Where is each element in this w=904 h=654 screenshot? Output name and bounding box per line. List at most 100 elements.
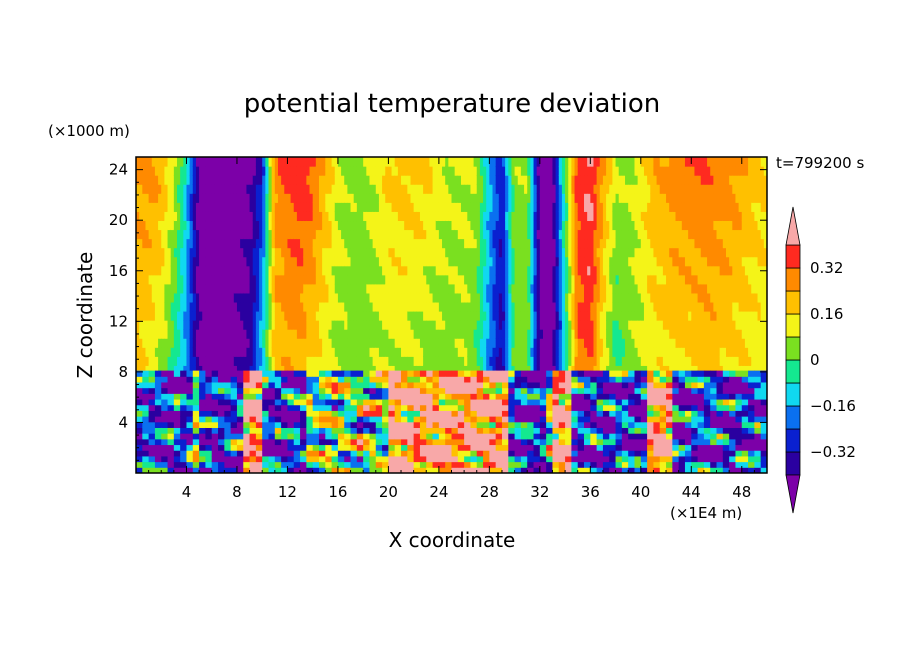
upper-cell xyxy=(666,202,670,212)
upper-cell xyxy=(154,211,159,222)
upper-cell xyxy=(722,365,727,376)
upper-cell xyxy=(653,292,658,303)
upper-cell xyxy=(732,202,737,212)
upper-cell xyxy=(394,320,399,330)
upper-cell xyxy=(716,347,721,357)
upper-cell xyxy=(517,238,522,249)
upper-cell xyxy=(221,193,225,203)
upper-cell xyxy=(596,301,601,312)
upper-cell xyxy=(366,338,371,348)
upper-cell xyxy=(448,247,453,258)
upper-cell xyxy=(489,283,494,294)
upper-cell xyxy=(448,157,453,167)
upper-cell xyxy=(240,238,244,249)
upper-cell xyxy=(274,338,279,348)
upper-cell xyxy=(230,301,235,312)
upper-cell xyxy=(202,320,207,330)
upper-cell xyxy=(536,220,541,231)
upper-cell xyxy=(375,238,380,249)
upper-cell xyxy=(643,338,648,348)
upper-cell xyxy=(464,193,468,203)
upper-cell xyxy=(539,301,544,312)
upper-cell xyxy=(599,229,604,240)
upper-cell xyxy=(659,329,664,339)
upper-cell xyxy=(363,220,367,231)
upper-cell xyxy=(252,220,257,231)
upper-cell xyxy=(552,256,557,267)
upper-cell xyxy=(296,283,301,294)
upper-cell xyxy=(470,193,475,203)
upper-cell xyxy=(606,166,610,176)
upper-cell xyxy=(511,320,516,330)
upper-cell xyxy=(391,301,396,312)
upper-cell xyxy=(628,211,632,222)
upper-cell xyxy=(136,283,140,294)
upper-cell xyxy=(236,311,241,321)
upper-cell xyxy=(568,193,572,203)
upper-cell xyxy=(615,356,620,366)
upper-cell xyxy=(678,265,683,276)
upper-cell xyxy=(672,184,677,194)
upper-cell xyxy=(527,175,531,185)
upper-cell xyxy=(659,274,664,285)
upper-cell xyxy=(199,238,203,249)
upper-cell xyxy=(653,274,658,285)
upper-cell xyxy=(423,283,427,294)
upper-cell xyxy=(631,166,636,176)
upper-cell xyxy=(511,175,516,185)
upper-cell xyxy=(599,193,604,203)
upper-cell xyxy=(505,193,509,203)
upper-cell xyxy=(580,283,585,294)
upper-cell xyxy=(495,347,500,357)
upper-cell xyxy=(524,238,528,249)
upper-cell xyxy=(659,166,664,176)
upper-cell xyxy=(568,274,572,285)
upper-cell xyxy=(315,283,320,294)
lower-cell xyxy=(186,461,194,468)
upper-cell xyxy=(647,292,651,303)
upper-cell xyxy=(410,311,415,321)
upper-cell xyxy=(593,320,598,330)
upper-cell xyxy=(479,311,484,321)
upper-cell xyxy=(205,365,210,376)
upper-cell xyxy=(451,292,456,303)
upper-cell xyxy=(505,338,509,348)
upper-cell xyxy=(148,356,153,366)
upper-cell xyxy=(473,202,478,212)
upper-cell xyxy=(281,238,285,249)
upper-cell xyxy=(249,256,254,267)
upper-cell xyxy=(479,320,484,330)
upper-cell xyxy=(410,338,415,348)
lower-cell xyxy=(186,421,194,428)
upper-cell xyxy=(227,265,232,276)
upper-cell xyxy=(656,184,661,194)
upper-cell xyxy=(173,265,178,276)
upper-cell xyxy=(161,220,165,231)
lower-cell xyxy=(161,404,169,411)
upper-cell xyxy=(666,338,670,348)
upper-cell xyxy=(139,347,143,357)
upper-cell xyxy=(281,202,285,212)
upper-cell xyxy=(262,220,266,231)
upper-cell xyxy=(230,283,235,294)
upper-cell xyxy=(353,365,358,376)
upper-cell xyxy=(344,301,348,312)
upper-cell xyxy=(489,320,494,330)
upper-cell xyxy=(290,301,295,312)
upper-cell xyxy=(246,211,251,222)
upper-cell xyxy=(300,247,304,258)
upper-cell xyxy=(290,247,295,258)
upper-cell xyxy=(744,265,749,276)
upper-cell xyxy=(410,193,415,203)
upper-cell xyxy=(136,292,140,303)
lower-cell xyxy=(199,444,206,451)
upper-cell xyxy=(407,256,412,267)
upper-cell xyxy=(596,256,601,267)
upper-cell xyxy=(287,175,292,185)
upper-cell xyxy=(691,320,696,330)
upper-cell xyxy=(429,157,434,167)
upper-cell xyxy=(514,157,519,167)
upper-cell xyxy=(669,338,673,348)
upper-cell xyxy=(561,347,566,357)
upper-cell xyxy=(416,292,421,303)
